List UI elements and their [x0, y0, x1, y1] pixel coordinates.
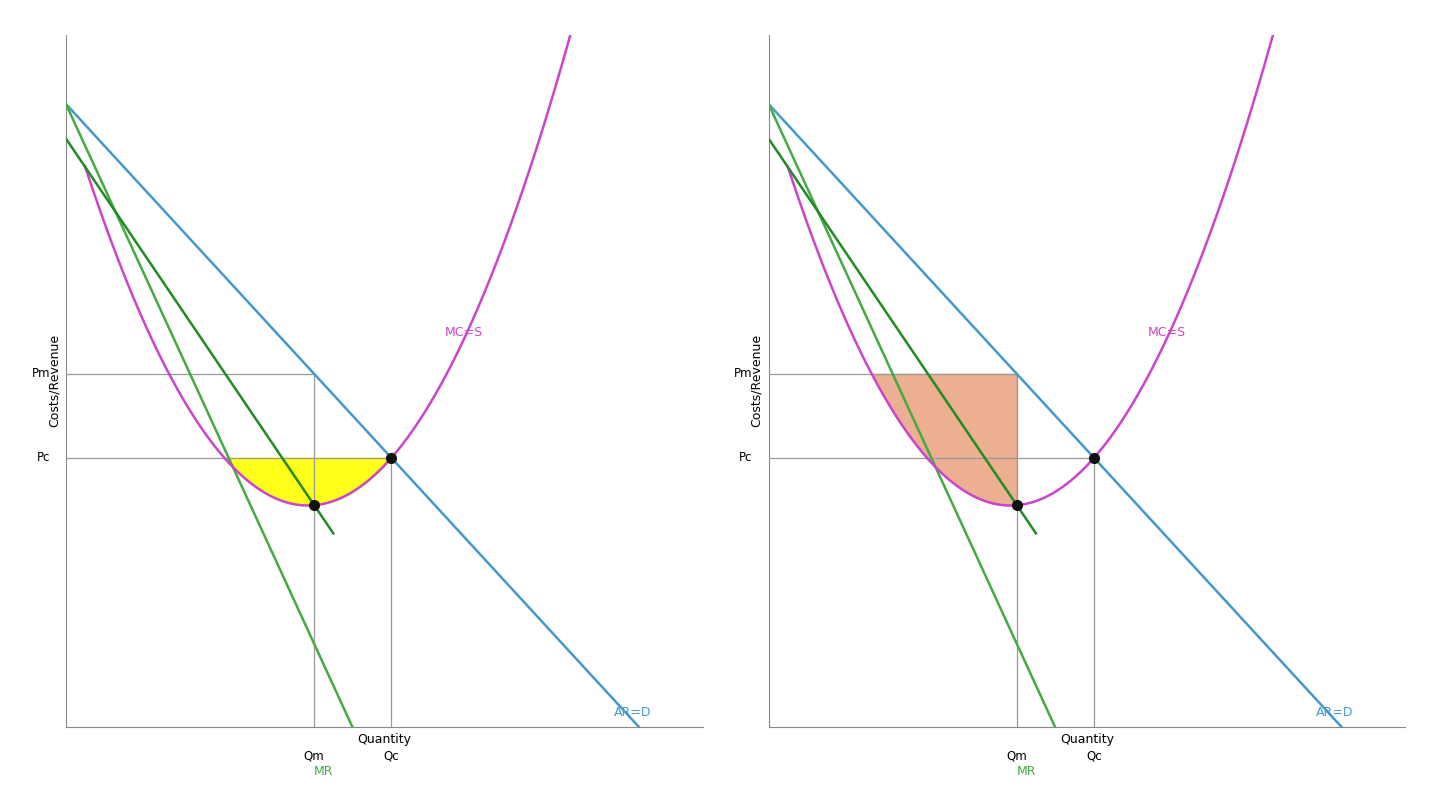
Y-axis label: Costs/Revenue: Costs/Revenue [750, 334, 763, 427]
Text: Pm: Pm [734, 367, 753, 380]
Text: AR=D: AR=D [613, 706, 651, 719]
Text: MC=S: MC=S [1148, 326, 1185, 339]
Text: Qc: Qc [1086, 749, 1102, 762]
X-axis label: Quantity: Quantity [357, 733, 412, 746]
Text: MR: MR [314, 765, 334, 778]
Text: Qm: Qm [1007, 749, 1027, 762]
Text: Qm: Qm [304, 749, 324, 762]
Text: Pc: Pc [36, 451, 50, 464]
Text: Qc: Qc [383, 749, 399, 762]
Text: Pm: Pm [32, 367, 50, 380]
Y-axis label: Costs/Revenue: Costs/Revenue [48, 334, 60, 427]
X-axis label: Quantity: Quantity [1060, 733, 1115, 746]
Text: MR: MR [1017, 765, 1037, 778]
Text: MC=S: MC=S [445, 326, 482, 339]
Text: Pc: Pc [739, 451, 753, 464]
Text: AR=D: AR=D [1316, 706, 1354, 719]
